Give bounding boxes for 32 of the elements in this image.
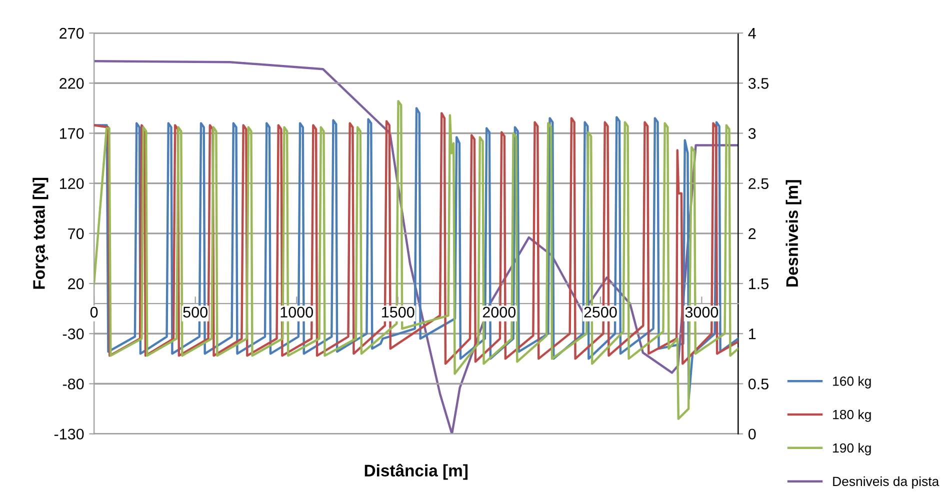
y2-axis-title: Desniveis [m]: [786, 180, 802, 287]
y-tick-label: 20: [68, 278, 84, 290]
y2-tick-label: 2.5: [748, 178, 768, 190]
x-tick-label: 2500: [584, 306, 617, 318]
legend-label: 190 kg: [833, 442, 871, 456]
y-tick-label: 220: [60, 78, 84, 89]
x-tick-label: 1000: [280, 306, 313, 318]
y2-tick-label: 2: [748, 228, 756, 239]
y-tick-label: -80: [62, 378, 84, 390]
legend-label: 160 kg: [833, 376, 871, 388]
y-tick-label: -130: [54, 428, 84, 440]
y-tick-label: 170: [60, 128, 84, 139]
y2-tick-label: 3.5: [748, 78, 768, 89]
y-tick-label: 70: [68, 228, 84, 240]
y2-tick-label: 3: [748, 128, 756, 139]
x-tick-label: 3000: [685, 306, 718, 318]
y2-tick-label: 1: [749, 328, 756, 340]
x-tick-label: 2000: [482, 306, 516, 318]
legend-label: 180 kg: [833, 410, 871, 422]
x-tick-label: 0: [90, 306, 98, 318]
y2-tick-label: 0: [748, 428, 756, 440]
y2-tick-label: 4: [748, 28, 756, 39]
y-tick-label: 270: [60, 28, 84, 39]
y-tick-label: -30: [62, 328, 84, 340]
x-axis-title: Distância [m]: [364, 464, 468, 480]
y-axis-title: Força total [N]: [32, 178, 48, 289]
legend-label: Desniveis da pista: [833, 476, 940, 489]
y2-tick-label: 1.5: [749, 278, 768, 290]
x-tick-label: 1500: [382, 306, 414, 318]
y-tick-label: 120: [60, 178, 84, 190]
y2-tick-label: 0.5: [748, 378, 768, 390]
x-tick-label: 500: [183, 306, 208, 318]
